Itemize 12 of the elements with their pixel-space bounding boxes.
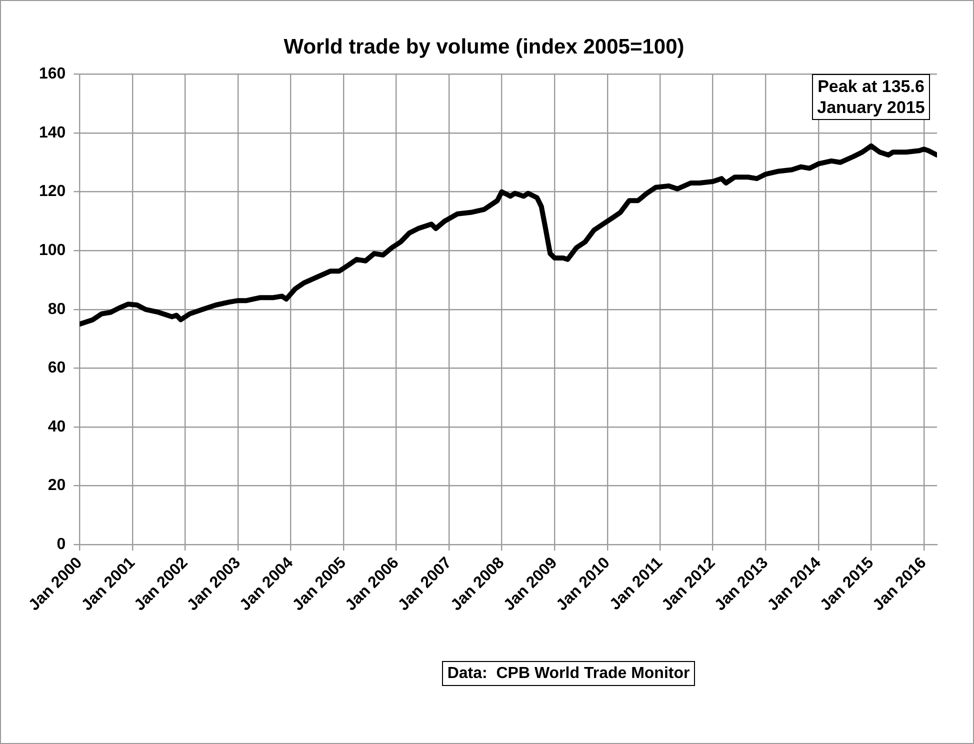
y-tick-label: 140 — [38, 124, 66, 142]
y-tick-label: 60 — [48, 360, 66, 377]
y-tick-label: 100 — [38, 242, 66, 260]
text: Data: CPB World Trade Monitor — [442, 660, 695, 686]
y-tick-label: 0 — [56, 536, 66, 554]
y-tick-label: 120 — [38, 183, 66, 200]
chart-title: World trade by volume (index 2005=100) — [284, 35, 684, 58]
annotation: Peak at 135.6 January 2015 — [812, 74, 930, 120]
y-tick-label: 40 — [48, 418, 66, 436]
y-tick-label: 20 — [48, 477, 66, 494]
y-tick-label: 160 — [38, 66, 66, 83]
y-tick-label: 80 — [48, 300, 66, 318]
